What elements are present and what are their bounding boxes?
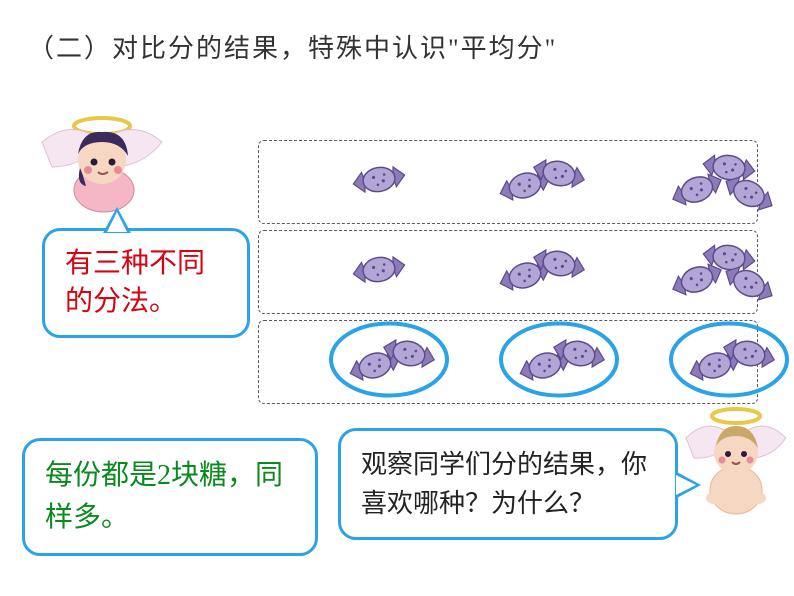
candy-group — [659, 320, 794, 405]
candy-group — [469, 140, 609, 225]
bubble-green-text: 每份都是2块糖，同样多。 — [45, 455, 295, 539]
bubble-black-text: 观察同学们分的结果，你喜欢哪种？为什么？ — [361, 445, 655, 523]
candy-group — [319, 320, 459, 405]
candy-group — [469, 230, 609, 315]
speech-bubble-red: 有三种不同的分法。 — [42, 228, 250, 338]
candy-group — [649, 140, 789, 225]
candy-group — [649, 230, 789, 315]
candy-row — [258, 140, 758, 224]
candy-row — [258, 230, 758, 314]
fairy-left-illustration — [32, 112, 172, 227]
fairy-right-illustration — [680, 404, 790, 529]
candy-row — [258, 320, 758, 404]
bubble-tail — [103, 207, 131, 233]
speech-bubble-black: 观察同学们分的结果，你喜欢哪种？为什么？ — [338, 428, 678, 540]
candy-rows-container — [258, 140, 758, 410]
section-title: （二）对比分的结果，特殊中认识"平均分" — [28, 28, 557, 65]
candy-group — [489, 320, 629, 405]
candy-group — [309, 230, 449, 315]
speech-bubble-green: 每份都是2块糖，同样多。 — [22, 438, 318, 556]
bubble-tail — [675, 471, 701, 499]
bubble-red-text: 有三种不同的分法。 — [65, 245, 227, 321]
candy-group — [309, 140, 449, 225]
